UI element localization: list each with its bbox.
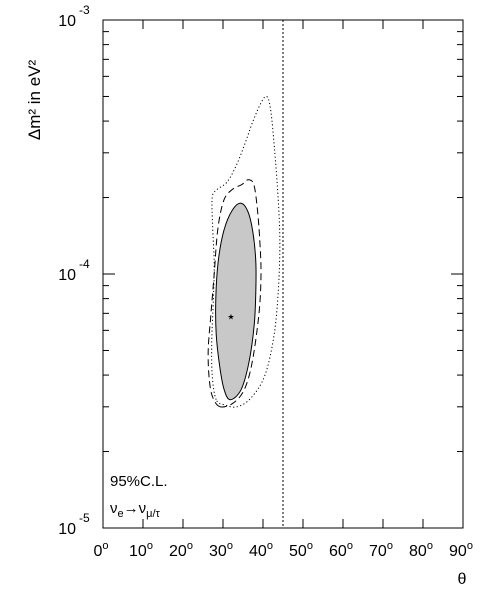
contour-layer (207, 95, 281, 408)
x-tick-label: 90o (449, 540, 473, 560)
x-tick-label: 20o (169, 540, 193, 560)
y-tick-exponent: -5 (79, 511, 90, 525)
y-tick-label: 10 (58, 521, 76, 538)
y-tick-labels: 10-510-410-3 (58, 3, 90, 538)
channel-nu-initial: ν (110, 500, 118, 517)
y-tick-label: 10 (58, 13, 76, 30)
channel-final-flavor: μ/τ (146, 508, 160, 520)
x-tick-label: 50o (289, 540, 313, 560)
x-tick-label: 80o (409, 540, 433, 560)
x-tick-labels: 0o 10o 20o 30o 40o 50o 60o 70o 80o 90o (93, 540, 472, 560)
x-tick-label: 70o (369, 540, 393, 560)
x-tick-label: 60o (329, 540, 353, 560)
confidence-level-label: 95%C.L. (110, 473, 168, 490)
y-axis-label: Δm² in eV² (25, 60, 44, 141)
channel-label: νe→νμ/τ (110, 500, 161, 520)
channel-nu-final: ν (139, 500, 147, 517)
contour-solid-filled (215, 202, 257, 401)
tick-layer (102, 19, 464, 529)
x-tick-label: 30o (209, 540, 233, 560)
y-tick-exponent: -3 (79, 3, 90, 17)
x-tick-label: 0o (93, 540, 108, 560)
contour-dotted (211, 95, 281, 408)
x-axis-label: θ (458, 571, 467, 588)
x-tick-label: 10o (129, 540, 153, 560)
channel-initial-flavor: e (118, 508, 124, 520)
best-fit-marker: ★ (227, 313, 234, 322)
y-tick-exponent: -4 (79, 257, 90, 271)
y-tick-label: 10 (58, 267, 76, 284)
x-tick-label: 40o (249, 540, 273, 560)
channel-arrow: → (124, 500, 139, 517)
